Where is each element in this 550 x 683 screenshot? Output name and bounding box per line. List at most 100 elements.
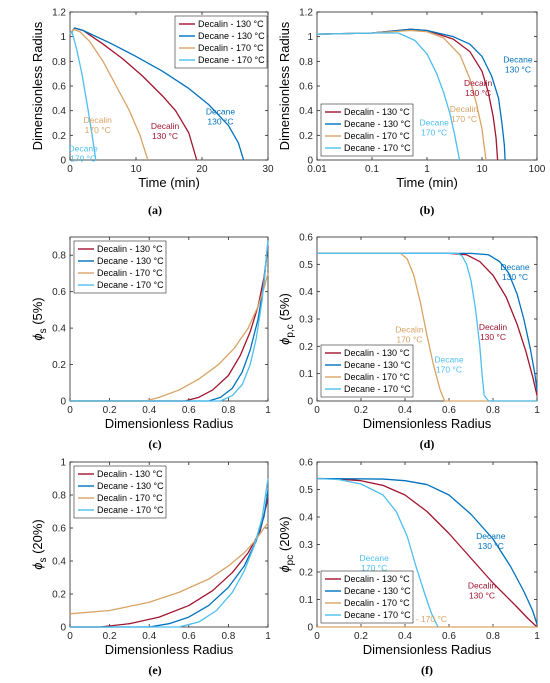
y-tick-label: 1.2: [299, 8, 313, 19]
x-tick-label: 0.2: [103, 631, 117, 642]
x-tick-label: 30: [262, 164, 274, 175]
curve-annotation: Decane 130 °C: [476, 531, 506, 551]
series-line: [69, 522, 269, 615]
legend-entry: Decane - 170 °C: [344, 143, 411, 153]
y-tick-label: 0.6: [299, 233, 313, 244]
y-tick-label: 0.2: [52, 590, 66, 601]
y-tick-label: 0.8: [52, 251, 66, 262]
y-tick-label: 0.4: [299, 513, 313, 524]
chart-panel-5: 0 0.2 0.4 0.6 0.8 1 0 0.2 0.4 0.6 0.8 1 Dimensionles…: [30, 458, 271, 678]
series-line: [316, 477, 538, 625]
y-axis-label: Dimensionless Radius: [30, 21, 45, 150]
x-tick-label: 0.2: [354, 405, 368, 416]
series-line: [316, 32, 461, 161]
y-tick-label: 0.2: [52, 131, 66, 142]
y-tick-label: 0.4: [299, 287, 313, 298]
series-line: [70, 478, 269, 628]
y-axis-label: ϕpc (20%): [277, 516, 296, 572]
x-axis-label: Dimensionless Radius: [105, 416, 234, 431]
x-tick-label: 1: [265, 631, 271, 642]
y-tick-label: 0.6: [52, 82, 66, 93]
x-axis-label: Dimensionless Radius: [363, 416, 492, 431]
x-axis-label: Time (min): [396, 175, 458, 190]
curve-annotation: Decalin 170 °C: [84, 115, 113, 135]
y-tick-label: 0: [307, 156, 313, 167]
series-line: [70, 273, 269, 402]
curve-annotation: Decane 170 °C: [420, 117, 450, 137]
curve-annotation: Decane 170 °C: [360, 553, 390, 573]
y-tick-label: 0: [307, 623, 313, 634]
chart-panel-2: 0.01 0.1 1 10 100 0 0.2 0.4 0.6 0.8 1 1.2 Time (min)…: [277, 8, 546, 218]
chart-panel-4: 0 0.2 0.4 0.6 0.8 100.10.20.30.40.50.6Dimensi…: [277, 233, 540, 452]
curve-annotation: Decalin 170 °C: [450, 104, 479, 124]
legend-entry: Decane - 130 °C: [97, 256, 164, 266]
y-tick-label: 0: [60, 156, 66, 167]
series-line: [317, 252, 537, 402]
y-axis-label: ϕs (5%): [30, 297, 49, 340]
legend-entry: Decane - 170 °C: [344, 384, 411, 394]
x-axis-label: Dimensionless Radius: [363, 642, 492, 657]
curve-annotation: Decane 170 °C: [69, 143, 99, 163]
y-axis-label: ϕs (20%): [30, 519, 49, 570]
x-tick-label: 0: [314, 405, 320, 416]
legend-entry: Decane - 130 °C: [97, 481, 164, 491]
legend-entry: Decalin - 170 °C: [344, 372, 410, 382]
panel-label: (a): [148, 203, 162, 217]
x-tick-label: 0.1: [365, 164, 379, 175]
legend-entry: Decane - 130 °C: [344, 586, 411, 596]
legend-entry: Decalin - 130 °C: [344, 348, 410, 358]
x-tick-label: 0.4: [142, 631, 156, 642]
y-tick-label: 1: [60, 32, 66, 43]
legend-entry: Decalin - 130 °C: [344, 574, 410, 584]
x-tick-label: 0: [314, 631, 320, 642]
y-tick-label: 0.4: [52, 106, 66, 117]
chart-panel-6: 0 0.2 0.4 0.6 0.8 100.10.20.30.40.50.6Dimensi…: [277, 458, 540, 678]
legend-entry: Decalin - 170 °C: [97, 268, 163, 278]
y-tick-label: 0: [60, 623, 66, 634]
x-tick-label: 10: [130, 164, 142, 175]
legend-entry: Decalin - 130 °C: [344, 107, 410, 117]
legend-entry: Decane - 170 °C: [198, 55, 265, 65]
legend-entry: Decalin - 170 °C: [97, 493, 163, 503]
series-line: [69, 28, 149, 161]
panel-label: (d): [420, 437, 435, 451]
y-tick-label: 0.1: [299, 595, 313, 606]
x-tick-label: 1: [265, 405, 271, 416]
x-tick-label: 0.2: [103, 405, 117, 416]
x-tick-label: 0.8: [221, 631, 235, 642]
y-tick-label: 0.3: [299, 540, 313, 551]
curve-annotation: Decalin 130 °C: [479, 322, 508, 342]
panel-label: (f): [421, 663, 433, 677]
legend-entry: Decalin - 170 °C: [198, 43, 264, 53]
x-tick-label: 0.4: [398, 631, 412, 642]
curve-annotation: Decalin - 170 °C: [385, 614, 447, 624]
y-tick-label: 0.6: [299, 458, 313, 469]
x-tick-label: 0: [67, 405, 73, 416]
legend-entry: Decane - 170 °C: [344, 610, 411, 620]
series-line: [70, 489, 269, 628]
series-line: [316, 477, 538, 628]
x-tick-label: 0.8: [486, 631, 500, 642]
y-tick-label: 0.8: [52, 491, 66, 502]
x-tick-label: 1: [534, 631, 540, 642]
legend: Decalin - 130 °C Decane - 130 °C Decalin -…: [73, 240, 167, 294]
y-axis-label: Dimensionless Radius: [277, 21, 292, 150]
x-tick-label: 0.4: [142, 405, 156, 416]
y-tick-label: 0.5: [299, 485, 313, 496]
y-tick-label: 0.2: [52, 360, 66, 371]
x-tick-label: 0.4: [398, 405, 412, 416]
y-tick-label: 0.6: [52, 287, 66, 298]
y-tick-label: 1.2: [52, 8, 66, 19]
legend-entry: Decane - 130 °C: [344, 360, 411, 370]
y-tick-label: 0.4: [52, 324, 66, 335]
y-tick-label: 0: [307, 397, 313, 408]
x-tick-label: 0.8: [486, 405, 500, 416]
legend: Decalin - 130 °C Decane - 130 °C Decalin -…: [73, 465, 167, 519]
x-tick-label: 0.01: [307, 164, 327, 175]
y-tick-label: 0.6: [52, 524, 66, 535]
x-tick-label: 0.8: [221, 405, 235, 416]
y-tick-label: 0.2: [299, 342, 313, 353]
legend-entry: Decane - 130 °C: [344, 119, 411, 129]
legend-entry: Decane - 170 °C: [97, 505, 164, 515]
